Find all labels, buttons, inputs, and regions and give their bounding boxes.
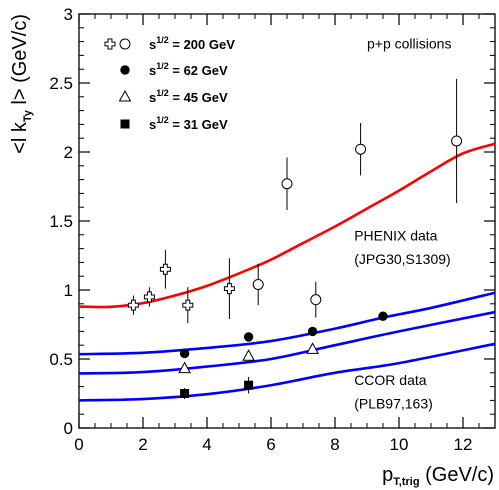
filled-square-marker — [244, 380, 254, 390]
filled-square-marker — [180, 389, 190, 398]
y-tick-label: 0.5 — [49, 350, 73, 369]
fit-curve — [78, 310, 496, 375]
legend-label-sup: 1/2 — [156, 61, 169, 71]
open-cross-marker — [143, 291, 155, 303]
legend-label: s1/2 = 31 GeV — [149, 115, 228, 132]
x-tick-label: 10 — [390, 435, 409, 454]
y-tick-label: 3 — [64, 5, 73, 24]
legend-label: s1/2 = 200 GeV — [149, 35, 235, 52]
annotations: p+p collisions PHENIX data (JPG30,S1309) CC… — [354, 36, 451, 412]
legend-label-sup: 1/2 — [156, 115, 169, 125]
legend-label-rest: = 31 GeV — [169, 117, 228, 132]
annotation-text: CCOR data — [354, 372, 427, 388]
filled-circle-marker — [378, 311, 388, 321]
y-axis-title-pre: <l k — [9, 121, 31, 154]
x-axis-title-unit: (GeV/c) — [420, 464, 494, 486]
filled-circle-marker — [120, 65, 130, 75]
annotation-text: (PLB97,163) — [354, 396, 433, 412]
legend-label-sup: 1/2 — [156, 35, 169, 45]
x-tick-label: 4 — [202, 435, 211, 454]
y-tick-label: 2 — [64, 143, 73, 162]
x-tick-label: 2 — [138, 435, 147, 454]
open-cross-marker — [159, 263, 171, 275]
x-axis-title: pT,trig (GeV/c) — [382, 464, 494, 488]
legend-label-rest: = 62 GeV — [169, 63, 228, 78]
plot-frame — [78, 13, 496, 429]
open-triangle-marker — [242, 349, 255, 361]
y-tick-label: 1 — [64, 281, 73, 300]
open-cross-marker — [182, 299, 194, 311]
y-tick-label: 2.5 — [49, 74, 73, 93]
x-axis-title-base: p — [382, 464, 393, 486]
filled-square-marker — [120, 119, 130, 129]
open-triangle-marker — [178, 361, 191, 374]
legend-label-sup: 1/2 — [156, 88, 169, 98]
annotation-text: (JPG30,S1309) — [354, 251, 451, 267]
legend-label-base: s — [149, 37, 156, 52]
legend-label: s1/2 = 45 GeV — [149, 88, 228, 105]
y-tick-label: 1.5 — [49, 212, 73, 231]
fit-curves — [78, 142, 496, 402]
y-axis-title-sub: Ty — [22, 109, 34, 122]
legend-label-rest: = 45 GeV — [169, 90, 228, 105]
x-tick-label: 12 — [454, 435, 473, 454]
open-circle-marker — [119, 38, 131, 50]
legend-label-base: s — [149, 90, 156, 105]
open-circle-marker — [451, 135, 463, 147]
legend-label: s1/2 = 62 GeV — [149, 61, 228, 78]
open-cross-marker — [104, 38, 116, 50]
fit-curve — [78, 291, 496, 356]
x-tick-label: 8 — [330, 435, 339, 454]
legend-label-base: s — [149, 63, 156, 78]
axis-ticks: 0 2 4 6 8 10 12 0 0.5 1 1.5 2 2.5 3 — [49, 5, 495, 454]
x-tick-label: 0 — [74, 435, 83, 454]
fit-curve — [78, 342, 496, 402]
filled-circle-marker — [243, 332, 254, 342]
open-cross-marker — [223, 283, 235, 295]
open-circle-marker — [281, 178, 293, 190]
y-tick-label: 0 — [64, 419, 73, 438]
open-triangle-marker — [118, 89, 132, 102]
open-circle-marker — [252, 278, 264, 290]
annotation-text: p+p collisions — [367, 36, 451, 52]
y-axis-title: <l kTy l> (GeV/c) — [9, 14, 34, 154]
open-cross-marker — [127, 299, 139, 311]
filled-circle-marker — [307, 326, 318, 337]
filled-circle-marker — [179, 348, 190, 359]
open-triangle-marker — [306, 342, 319, 354]
x-tick-label: 6 — [266, 435, 275, 454]
open-circle-marker — [310, 294, 322, 306]
annotation-text: PHENIX data — [354, 227, 437, 243]
x-axis-title-sub: T,trig — [393, 476, 419, 488]
fit-curve — [78, 142, 496, 309]
legend-label-base: s — [149, 117, 156, 132]
data-points — [127, 78, 463, 400]
y-axis-title-post: l> (GeV/c) — [9, 14, 31, 110]
open-circle-marker — [355, 143, 367, 155]
legend-label-rest: = 200 GeV — [169, 37, 235, 52]
